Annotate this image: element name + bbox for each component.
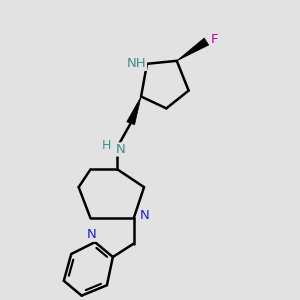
Text: N: N <box>87 228 96 241</box>
Text: NH: NH <box>127 57 146 70</box>
Polygon shape <box>177 38 209 61</box>
Text: N: N <box>116 143 125 156</box>
Polygon shape <box>127 97 141 125</box>
Text: H: H <box>102 139 112 152</box>
Text: F: F <box>211 33 218 46</box>
Text: N: N <box>140 209 150 223</box>
